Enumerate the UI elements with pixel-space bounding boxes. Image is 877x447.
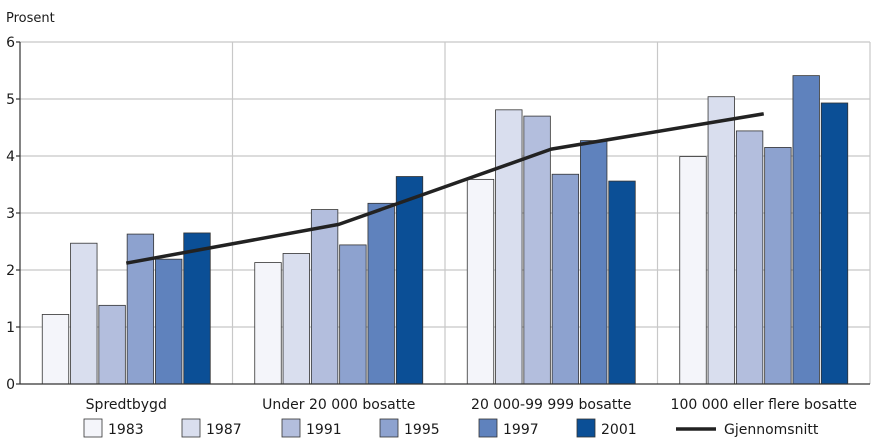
bar-2001-0 — [183, 232, 211, 385]
legend-swatch-1991 — [281, 418, 301, 438]
bar-1987-3 — [707, 96, 735, 385]
y-tick-label-5: 5 — [6, 92, 15, 108]
bar-1997-1 — [367, 202, 395, 385]
average-line-group — [125, 112, 765, 265]
y-tick-labels: 0 1 2 3 4 5 6 — [6, 35, 15, 393]
legend-label-1983: 1983 — [108, 422, 144, 438]
bar-2001-1 — [395, 176, 424, 385]
bar-1997-2 — [580, 140, 608, 385]
bar-1995-1 — [339, 244, 367, 385]
bar-1995-3 — [764, 147, 792, 385]
bar-1991-3 — [735, 130, 764, 385]
bar-1997-3 — [792, 75, 820, 385]
bar-1983-1 — [254, 262, 282, 385]
y-tick-label-6: 6 — [6, 35, 15, 51]
y-tick-label-0: 0 — [6, 377, 15, 393]
legend-swatch-1997 — [478, 418, 498, 438]
x-category-label-1: Under 20 000 bosatte — [262, 397, 415, 413]
bar-1995-0 — [126, 233, 155, 385]
legend-label-1995: 1995 — [404, 422, 440, 438]
legend-swatch-1995 — [379, 418, 399, 438]
x-category-label-3: 100 000 eller flere bosatte — [671, 397, 857, 413]
bar-1983-3 — [679, 156, 707, 385]
y-tick-label-3: 3 — [6, 206, 15, 222]
bars — [41, 75, 849, 385]
average-line — [125, 112, 765, 265]
bar-1983-2 — [466, 178, 495, 385]
bar-1987-1 — [282, 253, 310, 385]
legend-swatch-1987 — [181, 418, 201, 438]
bar-1997-0 — [155, 258, 183, 385]
y-tick-label-4: 4 — [6, 149, 15, 165]
bar-2001-2 — [608, 180, 636, 385]
legend-swatch-1983 — [83, 418, 103, 438]
bar-1987-2 — [495, 109, 523, 385]
bar-1983-0 — [41, 314, 70, 385]
legend-label-average: Gjennomsnitt — [724, 422, 819, 438]
bar-1995-2 — [551, 173, 580, 385]
bar-1991-1 — [310, 209, 339, 385]
legend-label-2001: 2001 — [601, 422, 637, 438]
bar-1991-0 — [98, 304, 126, 385]
legend-swatch-2001 — [576, 418, 596, 438]
y-axis-unit-label: Prosent — [6, 11, 55, 26]
bar-1987-0 — [70, 242, 98, 385]
legend-label-1987: 1987 — [206, 422, 242, 438]
y-tick-label-1: 1 — [6, 320, 15, 336]
axes — [16, 41, 870, 385]
legend-label-1997: 1997 — [503, 422, 539, 438]
y-tick-label-2: 2 — [6, 263, 15, 279]
x-category-labels: Spredtbygd Under 20 000 bosatte 20 000-99 … — [86, 397, 857, 413]
bar-2001-3 — [820, 102, 849, 385]
legend-label-1991: 1991 — [306, 422, 342, 438]
bar-1991-2 — [523, 115, 551, 385]
legend: 1983 1987 1991 1995 1997 2001 Gjennomsnitt — [83, 418, 819, 438]
x-category-label-2: 20 000-99 999 bosatte — [471, 397, 631, 413]
x-category-label-0: Spredtbygd — [86, 397, 167, 413]
